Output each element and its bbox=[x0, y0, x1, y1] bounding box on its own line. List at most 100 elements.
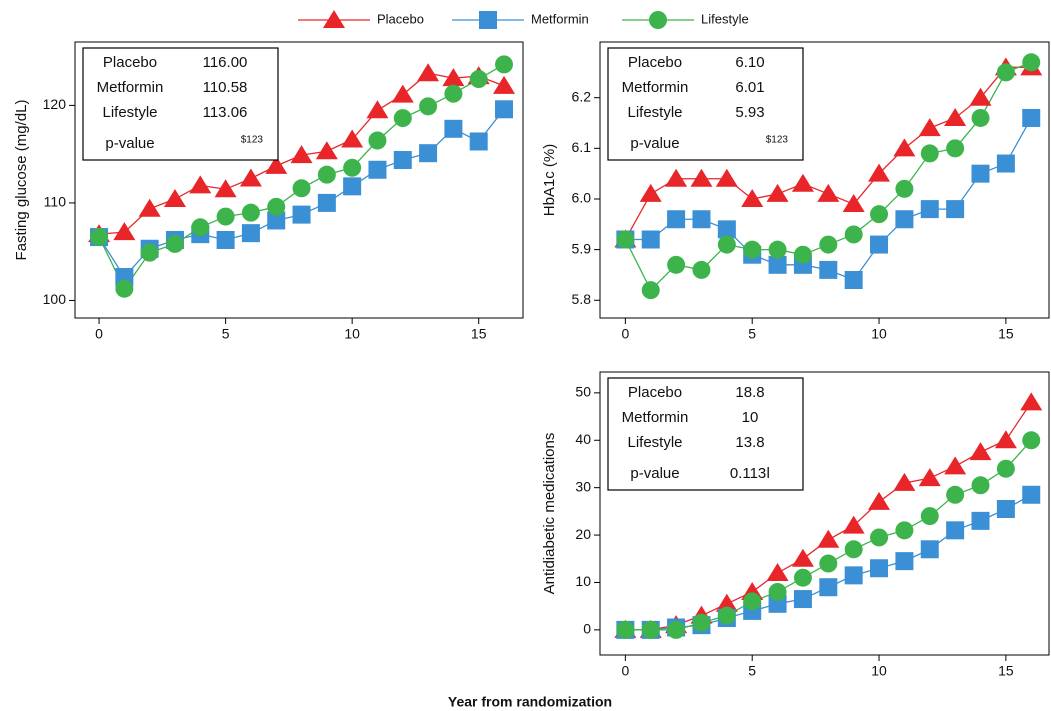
marker-square bbox=[971, 164, 990, 183]
marker-square bbox=[241, 224, 260, 243]
marker-circle bbox=[717, 235, 736, 254]
y-tick-label: 30 bbox=[575, 478, 591, 494]
marker-triangle bbox=[969, 87, 992, 106]
x-tick-label: 0 bbox=[621, 663, 629, 679]
marker-triangle bbox=[766, 562, 789, 581]
marker-triangle bbox=[944, 456, 967, 475]
y-tick-label: 6.0 bbox=[572, 190, 592, 206]
y-axis-label: Antidiabetic medications bbox=[541, 433, 558, 595]
marker-circle bbox=[317, 165, 336, 184]
x-tick-label: 0 bbox=[621, 326, 629, 342]
marker-circle bbox=[819, 235, 838, 254]
marker-circle bbox=[267, 197, 286, 216]
y-tick-label: 20 bbox=[575, 526, 591, 542]
marker-triangle bbox=[969, 442, 992, 461]
marker-circle bbox=[241, 203, 260, 222]
x-tick-label: 15 bbox=[998, 326, 1014, 342]
marker-circle bbox=[495, 55, 514, 74]
marker-circle bbox=[895, 521, 914, 540]
marker-circle bbox=[895, 179, 914, 198]
x-tick-label: 5 bbox=[748, 326, 756, 342]
legend-label: Lifestyle bbox=[701, 11, 749, 26]
marker-triangle bbox=[715, 168, 738, 187]
marker-circle bbox=[768, 240, 787, 259]
marker-circle bbox=[667, 255, 686, 274]
marker-circle bbox=[667, 620, 686, 639]
y-tick-label: 100 bbox=[43, 291, 67, 307]
x-tick-label: 15 bbox=[471, 326, 487, 342]
marker-circle bbox=[1022, 431, 1041, 450]
marker-circle bbox=[115, 279, 134, 298]
marker-square bbox=[692, 210, 711, 229]
x-axis-label: Year from randomization bbox=[448, 694, 612, 710]
marker-triangle bbox=[918, 468, 941, 487]
inset-value: 6.10 bbox=[735, 54, 764, 71]
legend-marker bbox=[479, 11, 497, 29]
marker-triangle bbox=[791, 548, 814, 567]
marker-circle bbox=[641, 281, 660, 300]
marker-square bbox=[343, 177, 362, 196]
marker-square bbox=[292, 205, 311, 224]
inset-label: Lifestyle bbox=[627, 104, 682, 121]
marker-circle bbox=[844, 225, 863, 244]
y-tick-label: 120 bbox=[43, 96, 67, 112]
marker-circle bbox=[971, 108, 990, 127]
marker-square bbox=[393, 151, 412, 170]
marker-circle bbox=[793, 568, 812, 587]
inset-value: 110.58 bbox=[203, 79, 248, 96]
inset-label: p-value bbox=[630, 135, 679, 152]
inset-box bbox=[607, 377, 804, 491]
marker-triangle bbox=[715, 593, 738, 612]
marker-circle bbox=[819, 554, 838, 573]
x-tick-label: 10 bbox=[871, 663, 887, 679]
marker-triangle bbox=[214, 179, 237, 198]
y-axis-label: HbA1c (%) bbox=[541, 144, 558, 217]
y-tick-label: 5.8 bbox=[572, 291, 592, 307]
inset-value: $123 bbox=[241, 135, 264, 146]
inset-value: 0.113ǀ bbox=[730, 465, 770, 482]
marker-triangle bbox=[189, 175, 212, 194]
marker-triangle bbox=[893, 472, 916, 491]
y-axis-label: Fasting glucose (mg/dL) bbox=[13, 100, 30, 261]
marker-triangle bbox=[994, 430, 1017, 449]
inset-value: 116.00 bbox=[203, 54, 248, 71]
inset-label: Lifestyle bbox=[627, 434, 682, 451]
marker-circle bbox=[971, 476, 990, 495]
marker-circle bbox=[692, 260, 711, 279]
y-tick-label: 50 bbox=[575, 384, 591, 400]
marker-triangle bbox=[163, 189, 186, 208]
marker-square bbox=[920, 540, 939, 559]
marker-square bbox=[317, 193, 336, 212]
marker-square bbox=[1022, 485, 1041, 504]
marker-square bbox=[946, 521, 965, 540]
marker-square bbox=[216, 230, 235, 249]
marker-square bbox=[819, 260, 838, 279]
marker-circle bbox=[641, 620, 660, 639]
inset-box bbox=[82, 47, 279, 161]
marker-triangle bbox=[315, 141, 338, 160]
y-tick-label: 40 bbox=[575, 431, 591, 447]
inset-label: Placebo bbox=[103, 54, 157, 71]
marker-square bbox=[996, 499, 1015, 518]
y-tick-label: 110 bbox=[44, 194, 67, 210]
marker-triangle bbox=[817, 183, 840, 202]
marker-triangle bbox=[493, 75, 516, 94]
marker-circle bbox=[692, 613, 711, 632]
marker-triangle bbox=[113, 222, 136, 241]
marker-triangle bbox=[868, 491, 891, 510]
marker-square bbox=[419, 144, 438, 163]
marker-circle bbox=[743, 240, 762, 259]
marker-circle bbox=[920, 144, 939, 163]
marker-square bbox=[667, 210, 686, 229]
marker-triangle bbox=[239, 168, 262, 187]
marker-circle bbox=[844, 540, 863, 559]
marker-circle bbox=[616, 620, 635, 639]
marker-square bbox=[870, 559, 889, 578]
x-tick-label: 10 bbox=[344, 326, 360, 342]
marker-square bbox=[819, 578, 838, 597]
marker-square bbox=[793, 590, 812, 609]
marker-triangle bbox=[817, 529, 840, 548]
inset-value: 6.01 bbox=[735, 79, 764, 96]
marker-circle bbox=[717, 606, 736, 625]
marker-square bbox=[971, 511, 990, 530]
